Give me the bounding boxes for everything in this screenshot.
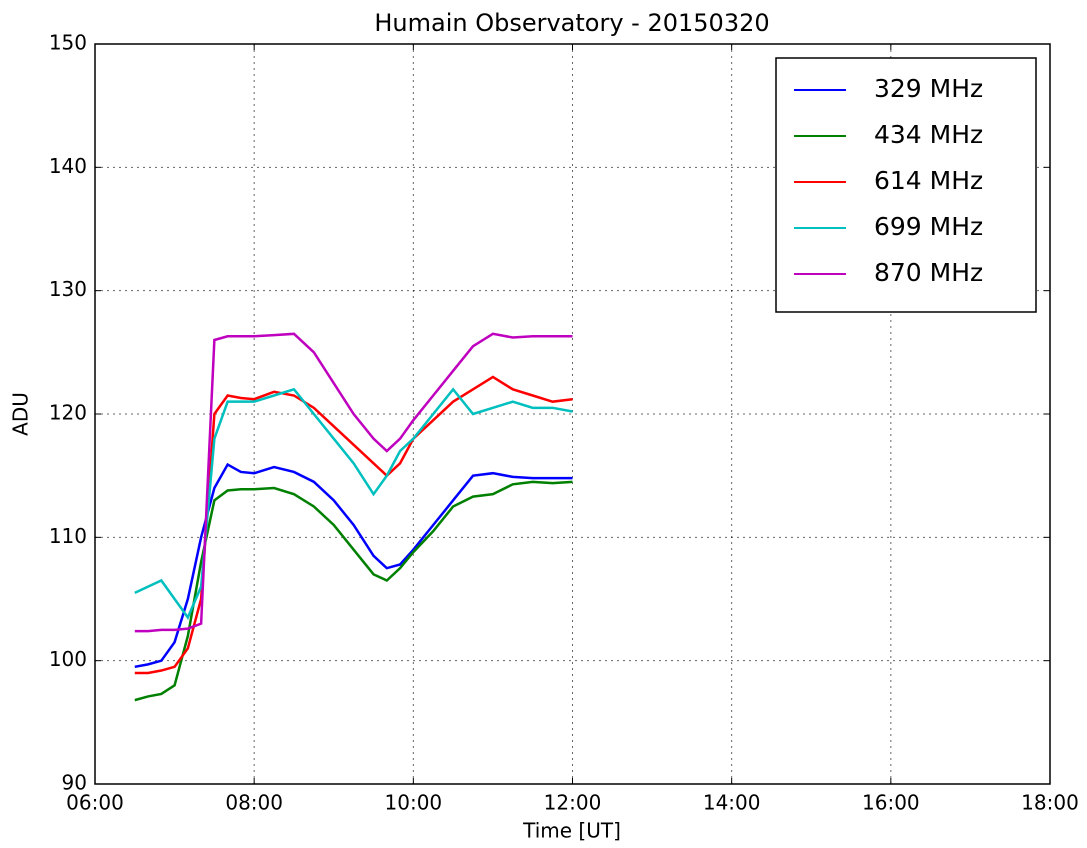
x-tick-label: 18:00 <box>1021 791 1079 815</box>
series-line <box>134 480 573 702</box>
x-tick-label: 08:00 <box>225 791 283 815</box>
legend-box <box>775 57 1037 313</box>
x-tick-label: 14:00 <box>703 791 761 815</box>
y-tick-label: 90 <box>62 771 87 795</box>
y-tick-label: 100 <box>49 647 87 671</box>
x-axis-label: Time [UT] <box>522 819 621 843</box>
y-tick-label: 150 <box>49 31 87 55</box>
chart-title: Humain Observatory - 20150320 <box>374 9 769 37</box>
series-line <box>134 387 573 621</box>
legend-label: 699 MHz <box>874 212 983 241</box>
legend-label: 614 MHz <box>874 166 983 195</box>
legend-label: 329 MHz <box>874 74 983 103</box>
x-tick-label: 06:00 <box>66 791 124 815</box>
series-line <box>134 462 573 669</box>
y-tick-label: 110 <box>49 524 87 548</box>
series-line <box>134 332 573 633</box>
x-tick-label: 16:00 <box>862 791 920 815</box>
y-tick-label: 120 <box>49 401 87 425</box>
plot-frame <box>94 43 1051 785</box>
x-tick-label: 10:00 <box>385 791 443 815</box>
series-line <box>134 375 573 675</box>
legend: 329 MHz 434 MHz 614 MHz 699 MHz 870 MHz <box>775 57 1037 313</box>
legend-label: 870 MHz <box>874 258 983 287</box>
x-tick-label: 12:00 <box>544 791 602 815</box>
y-tick-label: 140 <box>49 154 87 178</box>
legend-label: 434 MHz <box>874 120 983 149</box>
y-axis-label: ADU <box>9 392 33 436</box>
y-tick-label: 130 <box>49 277 87 301</box>
